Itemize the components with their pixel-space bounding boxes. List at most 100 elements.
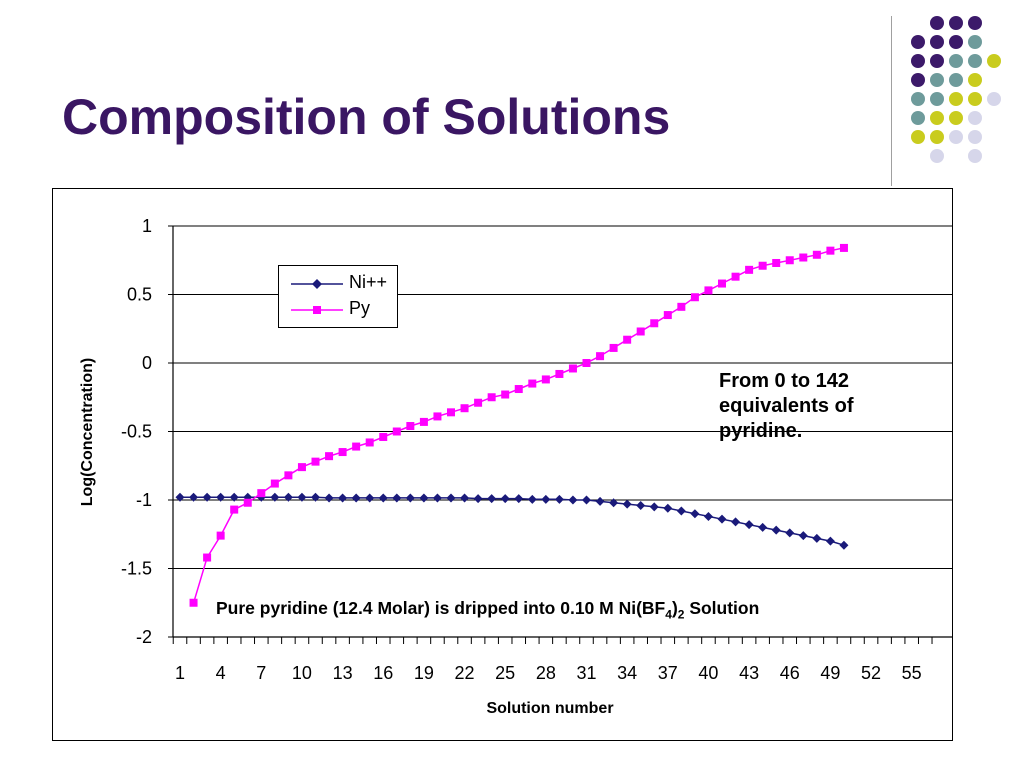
y-tick-label: -2 [136,627,152,647]
data-point-py [609,343,618,352]
decorative-dot [949,111,963,125]
data-point-ni [175,492,185,502]
data-point-py [568,364,577,373]
data-point-ni [432,493,442,503]
note-main: Pure pyridine (12.4 Molar) is dripped in… [216,598,666,618]
x-tick-label: 7 [256,663,266,683]
data-point-ni [229,492,239,502]
chart-frame [52,188,953,741]
data-point-ni [676,506,686,516]
data-point-py [406,422,415,431]
decorative-dot [949,73,963,87]
data-point-py [799,253,808,262]
data-point-ni [365,493,375,503]
legend-item-ni: Ni++ [287,272,397,296]
equivalents-line-1: From 0 to 142 [719,370,850,392]
y-tick-label: 0.5 [127,285,152,305]
legend-marker-ni [291,279,343,289]
data-point-ni [717,514,727,524]
data-point-py [839,243,848,252]
slide-title: Composition of Solutions [62,89,671,145]
data-point-ni [771,525,781,535]
data-point-py [447,408,455,417]
decorative-dot [911,35,925,49]
decorative-dot [968,35,982,49]
data-point-py [636,327,645,336]
data-point-ni [690,509,700,519]
data-point-ni [609,498,619,508]
decorative-dot [949,16,963,30]
decorative-dot [930,130,944,144]
note-close-paren: ) [671,598,678,618]
decorative-dot [968,111,982,125]
decorative-dot [949,130,963,144]
data-point-py [297,463,306,472]
data-point-py [704,286,713,295]
data-point-ni [405,493,415,503]
data-point-py [731,272,740,281]
series-line-ni [180,496,845,546]
decorative-dot [968,130,982,144]
note-tail: Solution [684,598,760,618]
data-point-ni [568,495,578,505]
decorative-dot [949,54,963,68]
data-point-ni [839,540,849,550]
data-point-py [352,442,361,451]
data-point-ni [527,494,537,504]
x-tick-label: 31 [576,663,596,683]
decorative-dot [911,111,925,125]
data-point-py [772,258,781,267]
data-point-ni [216,492,226,502]
data-point-ni [649,502,659,512]
decorative-dot [930,149,944,163]
data-point-ni [202,492,212,502]
data-point-ni [189,492,199,502]
x-tick-label: 46 [780,663,800,683]
x-tick-label: 37 [658,663,678,683]
decorative-dot [968,54,982,68]
data-point-py [596,352,605,361]
x-tick-label: 43 [739,663,759,683]
data-point-ni [311,492,320,502]
data-point-ni [758,522,768,532]
data-point-ni [703,511,713,521]
legend-label-ni: Ni++ [349,272,388,292]
note-subscript-4: 4 [665,607,672,622]
data-point-ni [297,492,307,502]
data-point-py [216,531,225,540]
decorative-dot [911,130,925,144]
y-tick-label: -1.5 [121,559,152,579]
data-point-ni [514,494,524,504]
equivalents-line-2: equivalents of [719,395,854,417]
data-point-py [325,452,334,461]
decorative-dot [987,54,1001,68]
data-point-ni [419,493,429,503]
x-tick-label: 49 [820,663,840,683]
x-tick-label: 25 [495,663,515,683]
y-tick-label: -1 [136,490,152,510]
data-point-py [785,256,794,265]
data-point-ni [554,494,564,504]
x-tick-label: 16 [373,663,393,683]
data-point-ni [324,493,334,503]
data-point-py [365,438,374,447]
x-tick-label: 13 [333,663,353,683]
x-tick-label: 55 [902,663,922,683]
data-point-py [257,489,266,498]
data-point-py [243,498,252,507]
equivalents-annotation: From 0 to 142 equivalents of pyridine. [719,369,919,444]
x-tick-label: 19 [414,663,434,683]
data-point-ni [378,493,388,503]
decorative-dot [930,54,944,68]
data-point-py [203,553,212,562]
decorative-dot [930,111,944,125]
data-point-ni [812,533,822,543]
data-point-py [230,505,239,514]
legend-label-py: Py [349,298,371,318]
data-point-py [758,261,767,270]
decorative-dot [949,92,963,106]
data-point-py [311,457,320,466]
data-point-ni [636,500,646,510]
data-point-ni [487,494,497,504]
